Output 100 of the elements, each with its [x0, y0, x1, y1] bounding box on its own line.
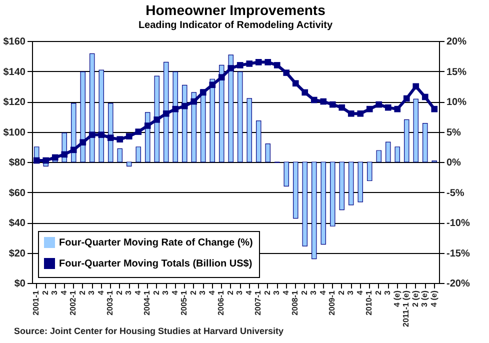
x-tick-label: 2010-1 [364, 290, 374, 316]
bar [238, 72, 243, 162]
point [422, 94, 428, 100]
bar [339, 162, 344, 210]
x-tick-label: 3 [235, 290, 244, 295]
bar [404, 119, 410, 162]
x-tick-label: 4 [244, 290, 254, 295]
bar [394, 146, 400, 162]
point [162, 110, 170, 117]
point [88, 132, 96, 138]
x-tick-label: 3 [309, 290, 318, 295]
point [70, 146, 77, 154]
point [292, 80, 299, 87]
point [412, 83, 420, 90]
y-tick-label: $80 [8, 158, 26, 168]
source-note: Source: Joint Center for Housing Studies at Harvard University [14, 326, 284, 336]
bar [367, 162, 372, 182]
y-tick-label: $120 [3, 97, 26, 108]
bar [330, 162, 336, 226]
x-tick-label: 2002-1 [68, 290, 78, 316]
x-tick-label: 2 [300, 290, 309, 295]
x-tick-label: 2005-1 [180, 290, 189, 316]
y-tick-label: $100 [3, 127, 26, 138]
point [200, 89, 206, 96]
x-tick-label: 4 [318, 290, 328, 295]
x-tick-label: 2 [188, 290, 198, 295]
point [403, 95, 410, 102]
x-tick-label: 2 [114, 290, 124, 295]
point [338, 104, 346, 111]
x-tick-label: 2 [226, 290, 235, 295]
bar [293, 162, 298, 219]
bar [98, 70, 104, 162]
bar [422, 122, 428, 162]
point [218, 74, 225, 80]
point [228, 65, 234, 72]
bar [117, 148, 122, 162]
point [431, 106, 438, 112]
bar [126, 162, 132, 167]
x-tick-label: 2 [78, 290, 87, 295]
point [366, 106, 373, 112]
x-tick-label: 2004-1 [142, 290, 152, 316]
x-tick-label: 2 [336, 290, 346, 295]
x-tick-label: 3 [198, 290, 208, 295]
x-tick-label: 3 [383, 290, 392, 295]
legend-label: Four-Quarter Moving Rate of Change (%) [59, 238, 253, 248]
x-tick-label: 2 [374, 290, 383, 295]
legend-label: Four-Quarter Moving Totals (Billion US$) [59, 258, 252, 270]
bar [376, 150, 382, 162]
x-tick-label: 4 [207, 290, 216, 295]
bar [312, 162, 317, 260]
point [52, 154, 58, 161]
point [310, 96, 318, 104]
y-tick-label: $140 [3, 66, 26, 78]
point [181, 102, 188, 110]
point [190, 98, 198, 105]
y2-tick-label: 15% [446, 66, 467, 78]
x-tick-label: 4 [170, 290, 180, 295]
x-tick-label: 2 [40, 290, 50, 295]
x-tick-label: 4 [96, 290, 106, 295]
point [33, 157, 40, 164]
bar [256, 120, 262, 162]
bar [265, 144, 270, 162]
point [357, 110, 364, 117]
point [255, 59, 262, 66]
x-tick-label: 4 [133, 290, 142, 295]
x-tick-label: 4 (e) [392, 290, 402, 307]
x-tick-label: 2006-1 [216, 290, 226, 316]
bar [348, 162, 354, 206]
x-tick-label: 4 (e) [429, 290, 438, 307]
bar [386, 142, 391, 162]
bar [246, 98, 252, 162]
point [264, 59, 272, 66]
y2-tick-label: 5% [446, 127, 462, 138]
y2-tick-label: 10% [446, 97, 467, 108]
x-tick-label: 3 [272, 290, 282, 295]
y2-tick-label: -10% [446, 218, 470, 229]
chart-title: Homeowner Improvements [146, 2, 326, 18]
point [80, 139, 86, 146]
point [144, 122, 151, 129]
y-tick-label: $20 [8, 248, 26, 260]
x-tick-label: 2011-1 (e) [402, 290, 411, 327]
point [42, 157, 50, 164]
x-tick-label: 4 [355, 290, 364, 295]
x-tick-label: 2009-1 [328, 290, 337, 316]
point [236, 62, 244, 68]
point [384, 104, 392, 111]
y2-tick-label: 0% [446, 158, 462, 168]
point [107, 134, 114, 141]
x-tick-label: 2001-1 [32, 290, 41, 316]
point [172, 106, 179, 112]
point [376, 101, 382, 108]
x-tick-label: 2 [262, 290, 272, 295]
x-tick-label: 3 [161, 290, 170, 295]
point [126, 133, 132, 140]
point [61, 151, 68, 158]
y2-tick-label: -20% [446, 278, 470, 290]
x-tick-label: 4 [59, 290, 68, 295]
x-tick-label: 3 (e) [420, 290, 430, 307]
bar [320, 162, 326, 245]
bar [136, 146, 141, 162]
